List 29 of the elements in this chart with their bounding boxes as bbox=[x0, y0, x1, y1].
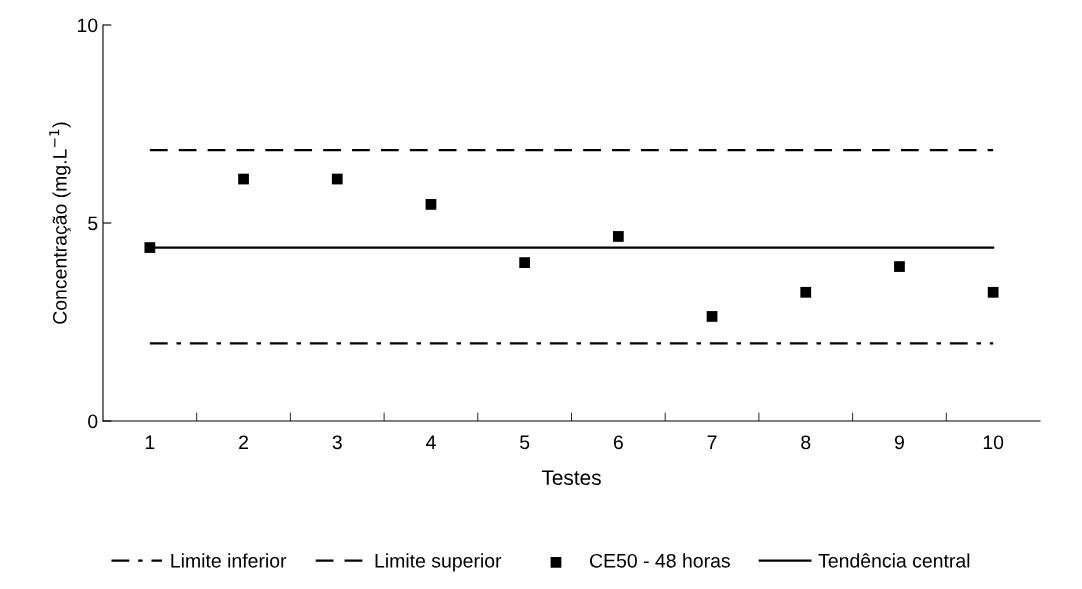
y-axis-title: Concentração (mg.L$^{−1}$) bbox=[49, 122, 71, 324]
x-tick-label: 4 bbox=[425, 435, 436, 449]
y-tick-label: 0 bbox=[88, 414, 98, 429]
x-tick-label: 5 bbox=[520, 435, 530, 450]
x-tick-label: 1 bbox=[145, 435, 155, 449]
x-tick-label: 8 bbox=[801, 435, 811, 450]
point bbox=[519, 257, 531, 268]
x-tick-label: 7 bbox=[707, 435, 717, 449]
point bbox=[425, 199, 437, 210]
legend-label: Tendência central bbox=[818, 553, 970, 568]
x-axis-title: Testes bbox=[541, 470, 601, 485]
x-tick-label: 9 bbox=[894, 435, 904, 450]
point bbox=[987, 286, 999, 298]
y-tick-label: 10 bbox=[78, 18, 98, 33]
legend-label: Limite inferior bbox=[171, 553, 287, 568]
point bbox=[331, 173, 343, 185]
legend-label: Limite superior bbox=[375, 553, 502, 572]
x-tick-label: 10 bbox=[983, 435, 1004, 450]
point bbox=[612, 231, 624, 242]
point bbox=[894, 261, 905, 272]
point bbox=[144, 242, 156, 253]
point bbox=[706, 311, 718, 322]
point bbox=[800, 286, 812, 298]
x-tick-label: 2 bbox=[239, 435, 248, 449]
y-tick-label: 5 bbox=[88, 216, 98, 231]
x-tick-label: 3 bbox=[332, 435, 342, 450]
x-tick-label: 6 bbox=[613, 435, 623, 450]
point bbox=[238, 173, 249, 185]
legend-label: CE50 - 48 horas bbox=[590, 553, 730, 568]
